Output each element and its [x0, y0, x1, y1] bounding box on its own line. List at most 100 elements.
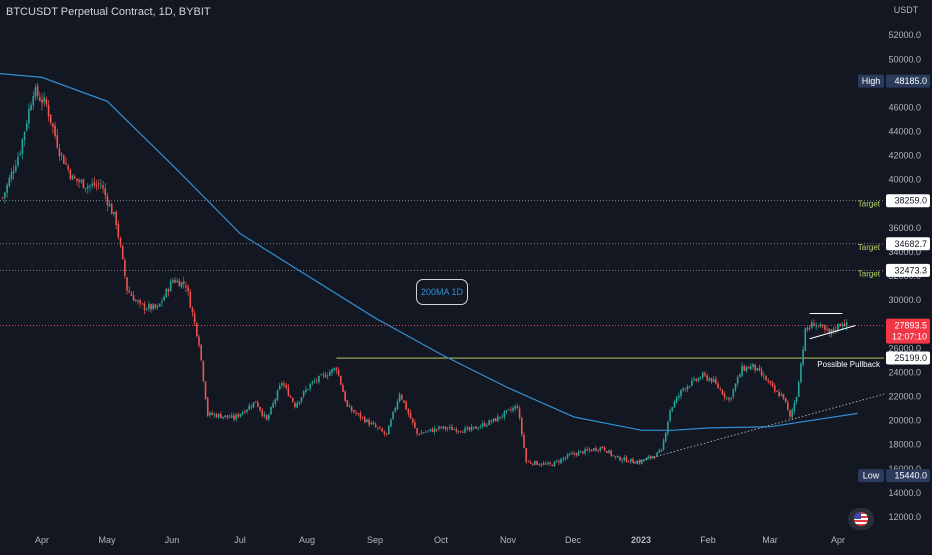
candle-body [808, 328, 811, 330]
candle-body [560, 459, 562, 464]
price-tick-label: 42000.0 [888, 151, 921, 161]
candle-body [86, 186, 89, 189]
candle-body [335, 368, 338, 371]
candle-body [128, 290, 131, 293]
candle-body [529, 461, 532, 464]
candle-body [198, 336, 200, 346]
candle-body [78, 180, 80, 183]
candle-body [132, 295, 135, 301]
region-button[interactable] [848, 508, 874, 530]
candle-body [429, 428, 431, 431]
candle-body [248, 405, 250, 410]
candle-body [643, 460, 645, 461]
candle-body [741, 365, 743, 376]
candle-body [12, 171, 15, 174]
candle-body [230, 415, 233, 418]
candle-body [723, 393, 726, 398]
candle-body [610, 450, 612, 456]
candle-body [276, 390, 279, 401]
candle-body [281, 383, 283, 386]
candle-body [342, 385, 344, 393]
candle-body [619, 456, 621, 461]
candle-body [154, 304, 157, 308]
candle-body [202, 360, 205, 382]
candle-body [361, 417, 364, 419]
candle-body [274, 399, 277, 404]
candle-body [477, 428, 479, 430]
candle-body [65, 162, 67, 165]
candle-body [435, 428, 438, 430]
candle-body [817, 325, 820, 327]
candle-body [206, 398, 209, 416]
candle-body [675, 397, 678, 403]
candle-body [725, 397, 728, 399]
candle-body [117, 223, 120, 238]
candle-body [673, 401, 676, 408]
price-tick-label: 50000.0 [888, 54, 921, 64]
candle-body [313, 381, 316, 383]
candle-body [734, 383, 737, 390]
ma-label-box: 200MA 1D [416, 279, 468, 305]
candle-body [368, 419, 370, 425]
candle-body [431, 429, 434, 432]
candle-body [383, 431, 386, 434]
candle-body [56, 135, 59, 148]
candle-body [496, 416, 499, 422]
candle-body [370, 422, 373, 425]
candle-body [669, 410, 671, 422]
candle-body [148, 304, 150, 309]
candle-body [396, 401, 399, 409]
candle-body [145, 308, 148, 311]
candle-body [357, 413, 360, 415]
time-tick-label: Apr [35, 535, 49, 545]
candle-body [217, 413, 220, 417]
candle-body [17, 156, 19, 166]
candle-body [91, 183, 93, 186]
time-tick-label: Sep [367, 535, 383, 545]
candle-body [523, 434, 525, 448]
channel-bottom-line [809, 325, 856, 340]
candle-body [390, 419, 392, 427]
candle-body [778, 391, 780, 397]
candle-body [466, 427, 469, 429]
candle-body [176, 280, 179, 283]
candle-body [739, 374, 741, 378]
candle-body [754, 364, 756, 371]
candle-body [355, 412, 357, 414]
candle-body [283, 383, 285, 386]
candle-body [821, 325, 824, 327]
candle-body [309, 383, 312, 389]
candle-body [680, 389, 682, 396]
candle-body [791, 410, 794, 417]
candle-body [141, 303, 144, 305]
candle-body [121, 245, 124, 259]
target-label: Target [858, 243, 881, 252]
candle-body [651, 456, 654, 458]
low-badge-bg [886, 469, 930, 483]
ma200-line [0, 73, 858, 431]
price-tick-label: 18000.0 [888, 440, 921, 450]
candle-body [137, 300, 139, 302]
candle-body [196, 322, 198, 337]
candle-body [544, 463, 547, 465]
candle-body [579, 450, 582, 452]
candle-body [455, 429, 458, 432]
candle-body [302, 391, 305, 397]
candle-body [800, 363, 802, 382]
candle-body [667, 421, 669, 434]
candle-body [553, 461, 556, 467]
candle-body [636, 461, 639, 464]
candle-body [483, 423, 486, 427]
candle-body [505, 410, 508, 412]
price-tick-label: 36000.0 [888, 223, 921, 233]
candle-body [758, 367, 761, 371]
candle-body [749, 366, 752, 370]
price-tick-label: 44000.0 [888, 127, 921, 137]
candle-body [551, 464, 554, 466]
target-label: Target [858, 269, 881, 278]
candle-body [490, 421, 493, 422]
candle-body [494, 418, 497, 422]
candle-body [488, 420, 490, 426]
